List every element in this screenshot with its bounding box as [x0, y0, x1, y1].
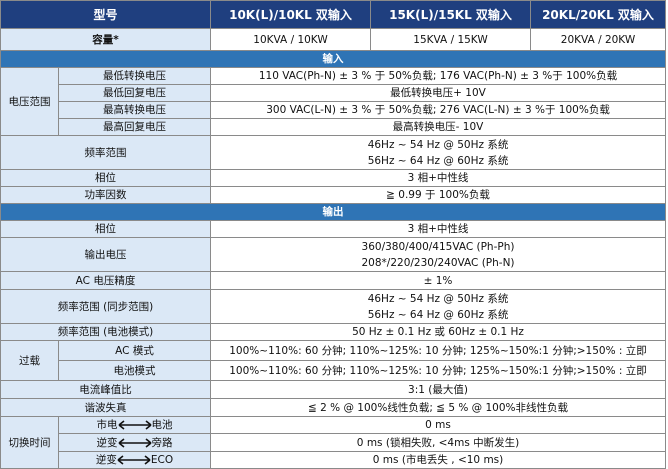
label-to: 旁路	[151, 436, 173, 449]
row: 电池模式 100%~110%: 60 分钟; 110%~125%: 10 分钟;…	[1, 360, 667, 381]
value-line: 46Hz ~ 54 Hz @ 50Hz 系统	[367, 292, 509, 305]
label: 最低转换电压	[57, 67, 212, 85]
section-row: 输出	[0, 203, 667, 221]
label: 频率范围 (电池模式)	[0, 323, 212, 341]
value: 0 ms (锁相失败, <4ms 中断发生)	[210, 433, 667, 452]
label: 频率范围	[0, 135, 212, 170]
section-title: 输出	[0, 203, 667, 221]
value: 300 VAC(L-N) ± 3 % 于 50%负载; 276 VAC(L-N)…	[210, 101, 667, 119]
row: 逆变 ECO 0 ms (市电丢失 , <10 ms)	[1, 451, 667, 469]
label: 功率因数	[0, 186, 212, 204]
header-cell: 15K(L)/15KL 双输入	[370, 0, 532, 29]
row: 频率范围 (同步范围) 46Hz ~ 54 Hz @ 50Hz 系统 56Hz ~…	[0, 289, 667, 324]
label: AC 电压精度	[0, 271, 212, 290]
header-row: 型号 10K(L)/10KL 双输入 15K(L)/15KL 双输入 20KL/…	[0, 0, 667, 29]
label: 最高转换电压	[57, 101, 212, 119]
row: 最高转换电压 300 VAC(L-N) ± 3 % 于 50%负载; 276 V…	[1, 101, 667, 119]
label-to: 电池	[151, 419, 173, 431]
value-line: 46Hz ~ 54 Hz @ 50Hz 系统	[367, 138, 509, 151]
value-line: 56Hz ~ 64 Hz @ 60Hz 系统	[367, 154, 509, 167]
value: 0 ms (市电丢失 , <10 ms)	[210, 451, 667, 469]
row: 相位 3 相+中性线	[0, 220, 667, 238]
row: 容量* 10KVA / 10KW 15KVA / 15KW 20KVA / 20…	[0, 28, 667, 51]
row: 切换时间 市电 电池 0 ms	[0, 416, 667, 469]
label-from: 逆变	[96, 436, 118, 449]
header-cell: 20KL/20KL 双输入	[530, 0, 667, 29]
value: 3 相+中性线	[210, 169, 667, 187]
row: 最高回复电压 最高转换电压- 10V	[1, 118, 667, 136]
value-line: 208*/220/230/240VAC (Ph-N)	[361, 256, 515, 269]
header-cell: 型号	[0, 0, 212, 29]
label: 电流峰值比	[0, 380, 212, 399]
value-line: 360/380/400/415VAC (Ph-Ph)	[361, 240, 515, 253]
row: 频率范围 (电池模式) 50 Hz ± 0.1 Hz 或 60Hz ± 0.1 …	[0, 323, 667, 341]
value: 3 相+中性线	[210, 220, 667, 238]
double-arrow	[118, 420, 151, 430]
group-label: 电压范围	[0, 67, 59, 136]
row: 最低回复电压 最低转换电压+ 10V	[1, 84, 667, 102]
value: 46Hz ~ 54 Hz @ 50Hz 系统 56Hz ~ 64 Hz @ 60H…	[210, 135, 667, 170]
double-arrow	[117, 455, 151, 465]
row: 输出电压 360/380/400/415VAC (Ph-Ph) 208*/220/…	[0, 237, 667, 272]
label: 容量*	[0, 28, 212, 51]
label-from: 逆变	[95, 454, 117, 466]
value: 0 ms	[210, 416, 667, 434]
value: 最低转换电压+ 10V	[210, 84, 667, 102]
label: 相位	[0, 220, 212, 238]
double-arrow	[118, 437, 151, 448]
label: 频率范围 (同步范围)	[0, 289, 212, 324]
value: 3:1 (最大值)	[210, 380, 667, 399]
row: 过载 AC 模式 100%~110%: 60 分钟; 110%~125%: 10…	[0, 340, 667, 381]
label: 最高回复电压	[57, 118, 212, 136]
row: 电流峰值比 3:1 (最大值)	[0, 380, 667, 399]
value-line: 56Hz ~ 64 Hz @ 60Hz 系统	[367, 308, 509, 321]
value: 46Hz ~ 54 Hz @ 50Hz 系统 56Hz ~ 64 Hz @ 60H…	[210, 289, 667, 324]
value: 20KVA / 20KW	[530, 28, 667, 51]
value: 50 Hz ± 0.1 Hz 或 60Hz ± 0.1 Hz	[210, 323, 667, 341]
value: 110 VAC(Ph-N) ± 3 % 于 50%负载; 176 VAC(Ph-…	[210, 67, 667, 85]
section-title: 输入	[0, 50, 667, 68]
label: AC 模式	[57, 340, 212, 361]
value: 15KVA / 15KW	[370, 28, 532, 51]
label: 市电 电池	[57, 416, 212, 434]
label-to: ECO	[150, 454, 174, 466]
label: 输出电压	[0, 237, 212, 272]
value: 100%~110%: 60 分钟; 110%~125%: 10 分钟; 125%…	[210, 360, 667, 381]
section-row: 输入	[0, 50, 667, 68]
value: ≦ 2 % @ 100%线性负载; ≦ 5 % @ 100%非线性负载	[210, 398, 667, 417]
label: 逆变 ECO	[57, 451, 212, 469]
label: 谐波失真	[0, 398, 212, 417]
row: 频率范围 46Hz ~ 54 Hz @ 50Hz 系统 56Hz ~ 64 Hz …	[0, 135, 667, 170]
label: 相位	[0, 169, 212, 187]
value: ± 1%	[210, 271, 667, 290]
row: 谐波失真 ≦ 2 % @ 100%线性负载; ≦ 5 % @ 100%非线性负载	[0, 398, 667, 417]
row: AC 电压精度 ± 1%	[0, 271, 667, 290]
label: 逆变 旁路	[57, 433, 212, 452]
row: 逆变 旁路 0 ms (锁相失败, <4ms 中断发生)	[1, 433, 667, 452]
label: 电池模式	[57, 360, 212, 381]
row: 功率因数 ≧ 0.99 于 100%负载	[0, 186, 667, 204]
label: 最低回复电压	[57, 84, 212, 102]
group-label: 过载	[0, 340, 59, 381]
value: 最高转换电压- 10V	[210, 118, 667, 136]
row: 电压范围 最低转换电压 110 VAC(Ph-N) ± 3 % 于 50%负载;…	[0, 67, 667, 136]
header-cell: 10K(L)/10KL 双输入	[210, 0, 372, 29]
row: 相位 3 相+中性线	[0, 169, 667, 187]
value: 360/380/400/415VAC (Ph-Ph) 208*/220/230/2…	[210, 237, 667, 272]
value: 10KVA / 10KW	[210, 28, 372, 51]
value: 100%~110%: 60 分钟; 110%~125%: 10 分钟; 125%…	[210, 340, 667, 361]
group-label: 切换时间	[0, 416, 59, 469]
value: ≧ 0.99 于 100%负载	[210, 186, 667, 204]
label-from: 市电	[96, 419, 118, 431]
